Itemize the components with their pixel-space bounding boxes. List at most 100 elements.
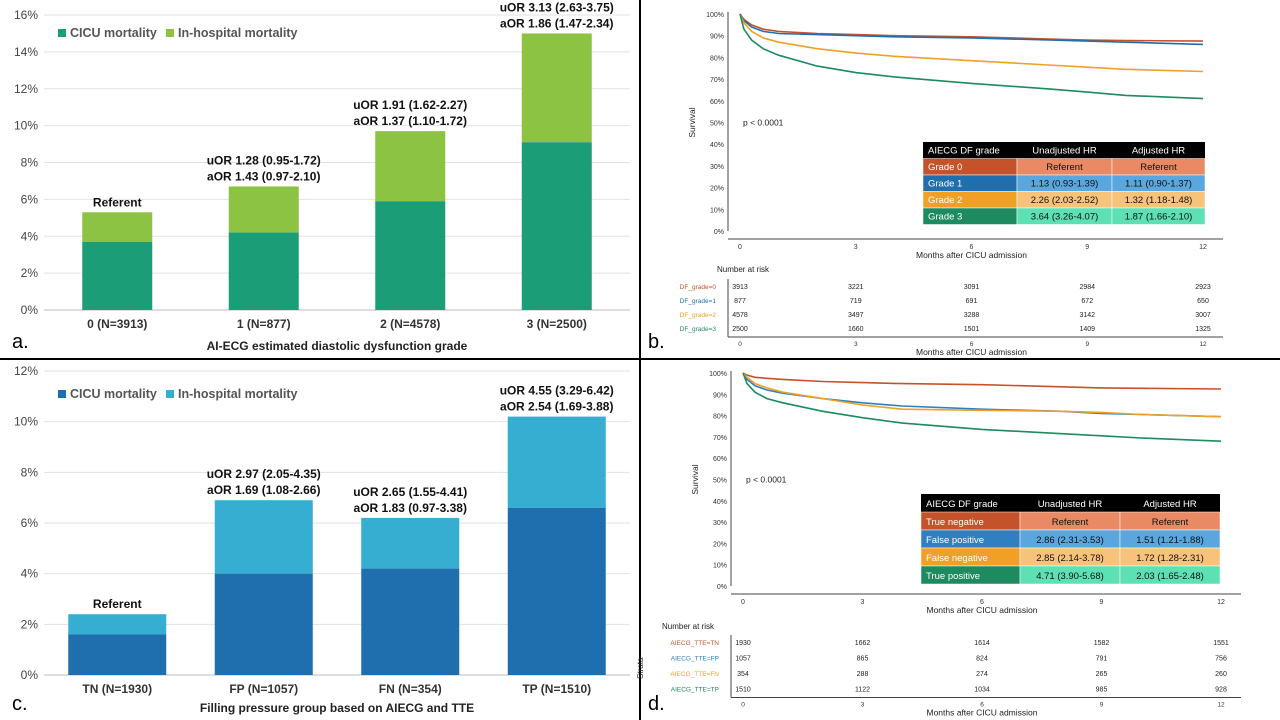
legend-label-inhospital: In-hospital mortality [178, 26, 298, 40]
risk-table-count: 985 [1096, 687, 1108, 694]
hr-table-header-cell: Adjusted HR [1132, 146, 1185, 157]
hr-table-cell: Grade 0 [928, 162, 962, 173]
risk-table-x-tick: 9 [1100, 702, 1104, 709]
y-tick-label: 14% [14, 45, 38, 59]
x-tick-label: 6 [980, 599, 984, 606]
risk-table-x-label: Months after CICU admission [916, 347, 1027, 357]
x-tick-label: 9 [1100, 599, 1104, 606]
risk-table-count: 3288 [964, 312, 980, 319]
bar-annotation: aOR 1.69 (1.08-2.66) [207, 483, 320, 497]
risk-table-count: 1057 [735, 656, 751, 663]
survival-curve [742, 372, 1222, 418]
survival-curve [742, 372, 1222, 390]
y-tick-label: 0% [21, 303, 39, 317]
bar-in-hospital-mortality [507, 416, 606, 508]
legend-swatch-inhospital [166, 390, 174, 398]
legend-swatch-inhospital [166, 29, 174, 37]
hr-table-header-cell: Adjusted HR [1143, 499, 1196, 510]
risk-table-x-tick: 3 [854, 341, 858, 348]
risk-table-title: Number at risk [662, 622, 715, 631]
risk-table-count: 1662 [855, 640, 871, 647]
risk-table-count: 719 [850, 298, 862, 305]
bar-cicu-mortality [521, 142, 592, 310]
hr-table-cell: 4.71 (3.90-5.68) [1036, 571, 1104, 582]
hr-table-cell: Grade 3 [928, 212, 962, 223]
hr-table-header-cell: AIECG DF grade [928, 146, 1000, 157]
y-tick-label: 12% [14, 364, 38, 378]
hr-table-cell: Referent [1140, 162, 1177, 173]
y-tick-label: 0% [21, 668, 39, 682]
risk-table-row-label: DF_grade=2 [680, 312, 717, 319]
survival-curve [739, 13, 1204, 42]
bar-in-hospital-mortality [82, 212, 153, 242]
y-tick-label: 40% [710, 142, 724, 149]
hr-table-header-cell: Unadjusted HR [1038, 499, 1103, 510]
x-axis-label: Months after CICU admission [916, 250, 1027, 260]
risk-table-x-tick: 6 [980, 702, 984, 709]
risk-table-count: 865 [857, 656, 869, 663]
hr-table-cell: 1.13 (0.93-1.39) [1031, 179, 1099, 190]
x-axis-label: Filling pressure group based on AIECG an… [200, 701, 474, 715]
bar-annotation: Referent [93, 195, 142, 209]
risk-table-count: 2984 [1079, 284, 1095, 291]
x-tick-label: 2 (N=4578) [380, 317, 440, 331]
risk-table-count: 3221 [848, 284, 864, 291]
y-tick-label: 90% [710, 34, 724, 41]
legend-label-inhospital: In-hospital mortality [178, 387, 298, 401]
risk-table-x-tick: 3 [861, 702, 865, 709]
legend-swatch-cicu [58, 390, 66, 398]
hr-table-cell: 1.51 (1.21-1.88) [1136, 535, 1204, 546]
x-axis-label: AI-ECG estimated diastolic dysfunction g… [207, 339, 468, 353]
legend-label-cicu: CICU mortality [70, 387, 157, 401]
y-tick-label: 60% [710, 99, 724, 106]
risk-table-count: 274 [976, 671, 988, 678]
hr-table-cell: Grade 1 [928, 179, 962, 190]
hr-table-header-cell: AIECG DF grade [926, 499, 998, 510]
y-tick-label: 0% [714, 229, 724, 236]
bar-annotation: uOR 2.65 (1.55-4.41) [353, 485, 467, 499]
hr-table-cell: True negative [926, 517, 984, 528]
risk-table-count: 288 [857, 671, 869, 678]
x-tick-label: 0 (N=3913) [87, 317, 147, 331]
risk-table-count: 1122 [855, 687, 870, 694]
hr-table-cell: 3.64 (3.26-4.07) [1031, 212, 1099, 223]
risk-table-count: 3913 [732, 284, 748, 291]
x-axis-label: Months after CICU admission [926, 605, 1037, 615]
y-tick-label: 100% [709, 371, 727, 378]
y-tick-label: 10% [14, 415, 38, 429]
risk-table-x-tick: 12 [1217, 702, 1225, 709]
panel-b: 0% 10% 20% 30% 40% 50% 60% 70% 80% 90% 100% 0 3 6 9 12 M… [680, 12, 1223, 357]
y-tick-label: 12% [14, 82, 38, 96]
p-value: p < 0.0001 [746, 475, 787, 485]
y-tick-label: 60% [713, 456, 727, 463]
x-tick-label: 0 [741, 599, 745, 606]
risk-table-count: 3091 [964, 284, 980, 291]
hr-table-cell: 2.03 (1.65-2.48) [1136, 571, 1204, 582]
hr-table-cell: 1.11 (0.90-1.37) [1125, 179, 1192, 190]
risk-table-count: 1325 [1195, 326, 1211, 333]
risk-table-count: 1034 [974, 687, 990, 694]
panel-label-b: b. [648, 331, 665, 353]
y-tick-label: 16% [14, 8, 38, 22]
bar-cicu-mortality [228, 232, 299, 310]
risk-table-row-label: AIECG_TTE=TP [671, 687, 719, 694]
risk-table-row-label: AIECG_TTE=TN [670, 640, 719, 647]
y-tick-label: 30% [710, 164, 724, 171]
risk-table-count: 1582 [1094, 640, 1110, 647]
y-axis-label: Survival [690, 464, 700, 494]
bar-in-hospital-mortality [214, 500, 313, 574]
y-tick-label: 4% [21, 567, 39, 581]
risk-table-count: 756 [1215, 656, 1227, 663]
risk-table-count: 354 [737, 671, 749, 678]
y-tick-label: 6% [21, 192, 39, 206]
risk-table-x-tick: 0 [738, 341, 742, 348]
hr-table-cell: Referent [1046, 162, 1083, 173]
hr-table-cell: False positive [926, 535, 984, 546]
panel-c: 0% 2% 4% 6% 8% 10% 12% TN (N=1930) Referent FP (N… [14, 364, 630, 715]
y-tick-label: 8% [21, 156, 39, 170]
bar-annotation: aOR 1.83 (0.97-3.38) [354, 501, 467, 515]
strata-label: Strata [636, 657, 645, 679]
risk-table-x-tick: 9 [1085, 341, 1089, 348]
y-tick-label: 40% [713, 499, 727, 506]
